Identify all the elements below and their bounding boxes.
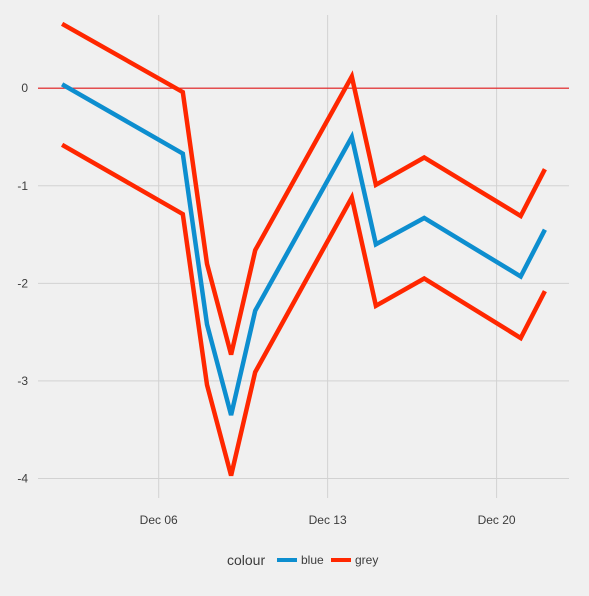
legend: colour blue grey: [227, 552, 378, 568]
y-axis-ticks: 0 -1 -2 -3 -4: [17, 81, 28, 485]
series-line-grey-lower: [60, 142, 547, 477]
y-tick-label: -1: [17, 179, 28, 193]
series-line-grey-upper: [60, 21, 547, 356]
legend-label-grey: grey: [355, 553, 378, 567]
series-layer: [60, 21, 547, 477]
x-tick-label: Dec 06: [140, 513, 178, 527]
y-tick-label: 0: [21, 81, 28, 95]
y-tick-label: -3: [17, 374, 28, 388]
legend-title: colour: [227, 552, 265, 568]
series-line-blue-center: [60, 82, 547, 416]
x-axis-ticks: Dec 06 Dec 13 Dec 20: [140, 513, 516, 527]
legend-label-blue: blue: [301, 553, 324, 567]
y-tick-label: -2: [17, 276, 28, 290]
x-tick-label: Dec 13: [309, 513, 347, 527]
y-tick-label: -4: [17, 471, 28, 485]
x-tick-label: Dec 20: [478, 513, 516, 527]
